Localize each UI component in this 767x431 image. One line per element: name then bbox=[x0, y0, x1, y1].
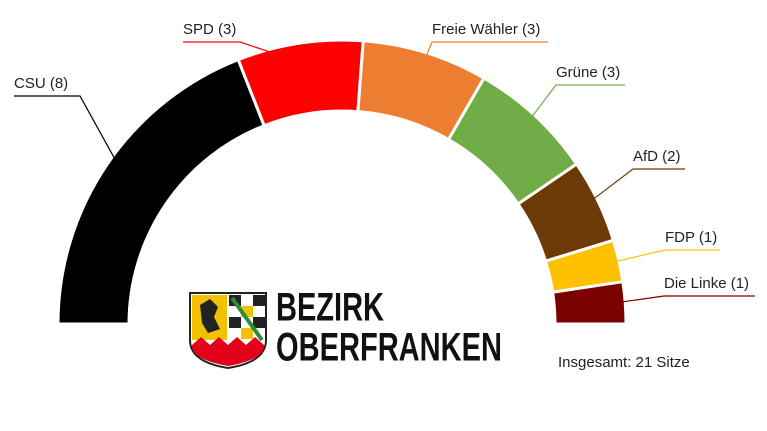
segment-label: Die Linke (1) bbox=[664, 275, 749, 292]
leader-line bbox=[599, 249, 720, 266]
logo-shield bbox=[189, 292, 267, 370]
logo-line: BEZIRK bbox=[276, 286, 384, 330]
leader-line bbox=[605, 295, 755, 305]
segment-label: Freie Wähler (3) bbox=[432, 21, 540, 38]
seat-segment bbox=[550, 279, 628, 326]
leader-line bbox=[579, 168, 685, 210]
segment-label: SPD (3) bbox=[183, 21, 236, 38]
segment-label: Grüne (3) bbox=[556, 64, 620, 81]
total-label: Insgesamt: 21 Sitze bbox=[558, 354, 690, 371]
leader-line bbox=[14, 95, 125, 176]
logo-line: OBERFRANKEN bbox=[276, 326, 502, 370]
leader-line bbox=[183, 41, 303, 64]
segment-label: AfD (2) bbox=[633, 148, 681, 165]
segment-label: FDP (1) bbox=[665, 229, 717, 246]
segment-label: CSU (8) bbox=[14, 75, 68, 92]
leader-line bbox=[521, 84, 625, 131]
leader-line bbox=[419, 41, 548, 72]
seat-segment bbox=[56, 57, 267, 326]
